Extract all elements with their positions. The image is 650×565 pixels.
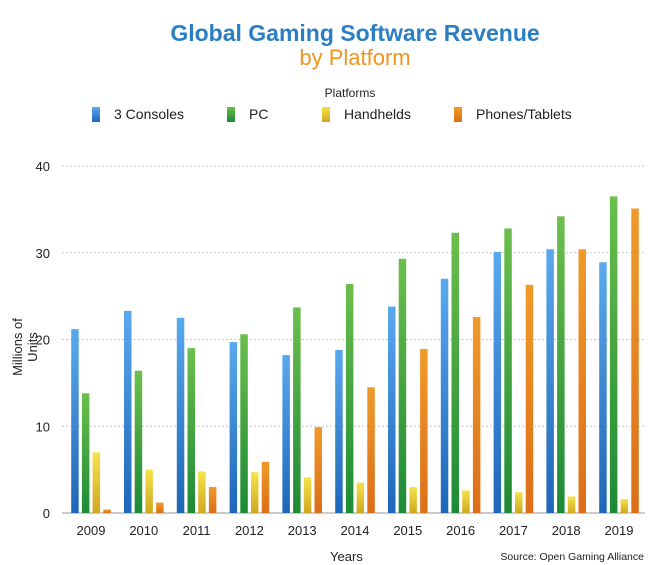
bar-pc-2013 — [293, 307, 301, 513]
y-axis-label: Millions of Units — [10, 318, 40, 376]
bar-pc-2018 — [557, 216, 565, 513]
bar-pc-2009 — [81, 393, 90, 513]
legend-item-phones: Phones/Tablets — [454, 106, 572, 122]
bar-phones-tablets-2014 — [367, 387, 375, 513]
bar-phones-tablets-2015 — [420, 349, 428, 513]
y-tick-label: 40 — [36, 159, 50, 174]
x-tick-label: 2014 — [341, 523, 370, 538]
bar-3-consoles-2016 — [440, 278, 449, 513]
bar-3-consoles-2018 — [546, 249, 554, 513]
bar-handhelds-2013 — [303, 477, 312, 513]
bar-pc-2017 — [504, 228, 512, 513]
bar-pc-2010 — [134, 370, 143, 513]
bar-phones-tablets-2016 — [472, 316, 481, 513]
bar-phones-tablets-2019 — [631, 208, 639, 513]
chart-title: Global Gaming Software Revenue — [170, 20, 540, 46]
x-tick-label: 2009 — [77, 523, 106, 538]
y-tick-label: 20 — [36, 333, 50, 348]
source-note: Source: Open Gaming Alliance — [500, 551, 644, 563]
bar-phones-tablets-2009 — [103, 509, 111, 513]
bar-handhelds-2012 — [251, 472, 259, 513]
x-tick-label: 2015 — [393, 523, 422, 538]
bar-handhelds-2010 — [145, 469, 153, 513]
bar-3-consoles-2012 — [229, 342, 238, 513]
bar-phones-tablets-2017 — [525, 284, 534, 513]
legend-label: Handhelds — [344, 106, 411, 122]
x-axis-label: Years — [330, 549, 363, 564]
legend-label: 3 Consoles — [114, 106, 185, 122]
x-tick-label: 2013 — [288, 523, 317, 538]
bar-handhelds-2015 — [409, 486, 417, 513]
bar-handhelds-2009 — [92, 452, 101, 513]
bar-pc-2014 — [345, 283, 354, 513]
chart-subtitle: by Platform — [299, 45, 411, 70]
bar-3-consoles-2011 — [176, 317, 185, 513]
y-tick-label: 10 — [36, 419, 50, 434]
bar-handhelds-2016 — [462, 490, 470, 513]
bar-pc-2019 — [609, 196, 618, 514]
x-tick-label: 2017 — [499, 523, 528, 538]
legend-item-pc: PC — [227, 106, 268, 122]
bar-phones-tablets-2013 — [314, 427, 322, 513]
bar-handhelds-2014 — [356, 482, 365, 513]
bar-phones-tablets-2018 — [578, 249, 586, 513]
x-tick-label: 2016 — [446, 523, 475, 538]
x-tick-label: 2010 — [129, 523, 158, 538]
legend-swatch — [454, 106, 462, 122]
bar-3-consoles-2019 — [599, 262, 607, 513]
legend-label: Phones/Tablets — [476, 106, 572, 122]
legend-swatch — [322, 106, 330, 122]
bar-pc-2011 — [187, 348, 195, 513]
x-tick-label: 2011 — [183, 523, 211, 538]
bar-handhelds-2017 — [515, 492, 523, 513]
bar-pc-2015 — [398, 258, 407, 513]
legend-label: PC — [249, 106, 269, 122]
bar-3-consoles-2017 — [493, 251, 502, 513]
bar-pc-2012 — [240, 334, 248, 513]
bar-phones-tablets-2010 — [156, 502, 164, 513]
y-tick-label: 30 — [36, 246, 50, 261]
legend-item-handhelds: Handhelds — [322, 106, 411, 122]
y-tick-label: 0 — [43, 506, 50, 521]
legend-title: Platforms — [324, 86, 376, 100]
bar-handhelds-2011 — [198, 471, 206, 513]
legend-swatch — [92, 106, 100, 122]
legend-item-consoles: 3 Consoles — [92, 106, 184, 122]
bar-handhelds-2019 — [620, 499, 629, 513]
x-tick-label: 2012 — [235, 523, 264, 538]
x-tick-label: 2019 — [605, 523, 634, 538]
bar-3-consoles-2013 — [282, 355, 290, 513]
bar-3-consoles-2015 — [388, 306, 396, 513]
bar-3-consoles-2014 — [335, 349, 343, 513]
bar-handhelds-2018 — [567, 496, 576, 513]
bar-phones-tablets-2012 — [261, 461, 270, 513]
bar-pc-2016 — [451, 232, 459, 514]
bar-phones-tablets-2011 — [208, 486, 217, 513]
legend-swatch — [227, 106, 235, 122]
bar-3-consoles-2010 — [124, 310, 132, 513]
x-tick-label: 2018 — [552, 523, 581, 538]
bar-3-consoles-2009 — [71, 329, 79, 513]
